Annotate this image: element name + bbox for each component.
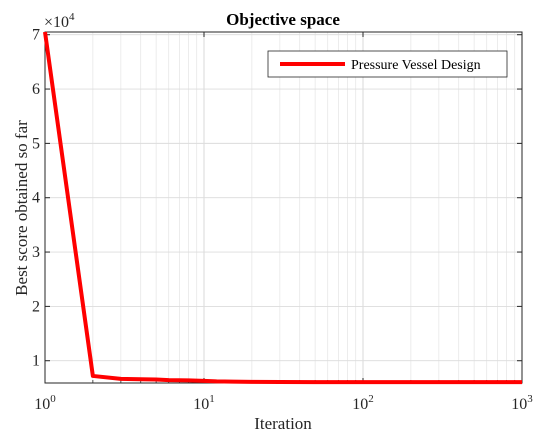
y-tick-label: 2 [32, 298, 40, 315]
x-tick-labels: 100 101 102 103 [34, 393, 533, 413]
legend-box [267, 50, 508, 78]
y-multiplier: ×104 [44, 11, 75, 31]
tick-marks [44, 32, 523, 383]
y-multiplier-exp: 4 [69, 11, 75, 23]
y-tick-label: 7 [32, 27, 40, 44]
y-tick-label: 3 [32, 244, 40, 261]
grid [44, 32, 523, 383]
chart-title: Objective space [226, 10, 340, 29]
x-tick-label: 101 [193, 393, 215, 413]
x-tick-label: 102 [352, 393, 374, 413]
x-tick-label: 100 [34, 393, 56, 413]
y-tick-label: 1 [32, 353, 40, 370]
legend-label: Pressure Vessel Design [351, 58, 481, 73]
y-tick-label: 6 [32, 81, 40, 98]
series-layer [43, 31, 522, 385]
y-tick-label: 4 [32, 190, 40, 207]
y-tick-labels: 1 2 3 4 5 6 7 [32, 27, 40, 370]
series-line [43, 31, 522, 385]
x-tick-label: 103 [511, 393, 533, 413]
y-axis-label: Best score obtained so far [12, 120, 31, 296]
x-axis-label: Iteration [254, 414, 312, 433]
plot-area-frame [44, 31, 523, 384]
y-multiplier-base: ×10 [44, 14, 69, 31]
legend: Pressure Vessel Design [267, 50, 508, 78]
y-tick-label: 5 [32, 135, 40, 152]
